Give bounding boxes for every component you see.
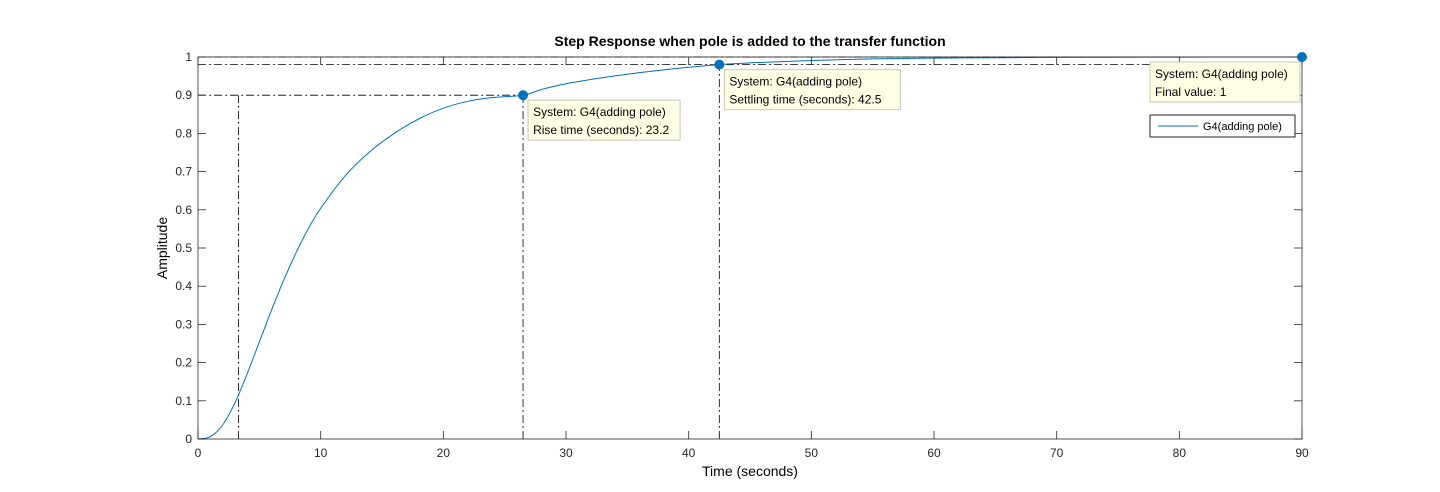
datatip-2: System: G4(adding pole) Final value: 1 — [1149, 61, 1301, 103]
datatip-text-2-1: Final value: 1 — [1155, 85, 1227, 99]
datatip-text-1-1: Settling time (seconds): 42.5 — [729, 93, 881, 107]
y-tick-label-3: 0.3 — [175, 317, 192, 331]
y-tick-label-0: 0 — [185, 432, 192, 446]
chart-title: Step Response when pole is added to the … — [554, 33, 945, 49]
legend-entry: G4(adding pole) — [1203, 121, 1282, 133]
x-tick-label-7: 70 — [1050, 446, 1064, 460]
x-tick-label-0: 0 — [195, 446, 202, 460]
y-tick-label-4: 0.4 — [175, 279, 192, 293]
datatip-text-0-1: Rise time (seconds): 23.2 — [533, 123, 669, 137]
x-tick-label-3: 30 — [559, 446, 573, 460]
x-tick-label-1: 10 — [314, 446, 328, 460]
datatip-marker-0 — [518, 90, 529, 101]
y-tick-label-8: 0.8 — [175, 126, 192, 140]
y-tick-label-9: 0.9 — [175, 88, 192, 102]
y-tick-label-2: 0.2 — [175, 356, 192, 370]
y-axis-label: Amplitude — [154, 217, 170, 279]
y-tick-label-7: 0.7 — [175, 165, 192, 179]
x-tick-label-9: 90 — [1295, 446, 1309, 460]
y-tick-label-1: 0.1 — [175, 394, 192, 408]
datatip-text-2-0: System: G4(adding pole) — [1155, 67, 1288, 81]
series-group — [197, 56, 1303, 440]
datatip-marker-1 — [714, 59, 725, 70]
x-axis-label: Time (seconds) — [702, 463, 798, 479]
legend: G4(adding pole) — [1149, 114, 1296, 138]
datatip-1: System: G4(adding pole) Settling time (se… — [723, 69, 901, 111]
plot-area — [198, 57, 1302, 439]
y-tick-label-6: 0.6 — [175, 203, 192, 217]
x-tick-label-4: 40 — [682, 446, 696, 460]
datatip-box-2 — [1149, 61, 1301, 103]
ticks: 0 10 20 30 40 50 60 70 80 90 0 0.1 0.2 0.3 0.4 0.5 0.6 0.… — [175, 50, 1309, 460]
datatip-text-1-0: System: G4(adding pole) — [729, 75, 862, 89]
series-line-0 — [197, 56, 1303, 440]
datatip-markers — [518, 52, 1307, 101]
datatip-text-0-0: System: G4(adding pole) — [533, 105, 666, 119]
datatip-0: System: G4(adding pole) Rise time (second… — [527, 99, 681, 141]
datatip-box-1 — [723, 69, 901, 111]
datatip-marker-2 — [1297, 52, 1307, 62]
datatips: System: G4(adding pole) Rise time (second… — [527, 61, 1301, 141]
x-tick-label-6: 60 — [927, 446, 941, 460]
y-tick-label-5: 0.5 — [175, 241, 192, 255]
x-tick-label-2: 20 — [437, 446, 451, 460]
y-tick-label-10: 1 — [185, 50, 192, 64]
datatip-box-0 — [527, 99, 681, 141]
x-tick-label-5: 50 — [805, 446, 819, 460]
legend-box — [1149, 114, 1296, 138]
x-tick-label-8: 80 — [1173, 446, 1187, 460]
